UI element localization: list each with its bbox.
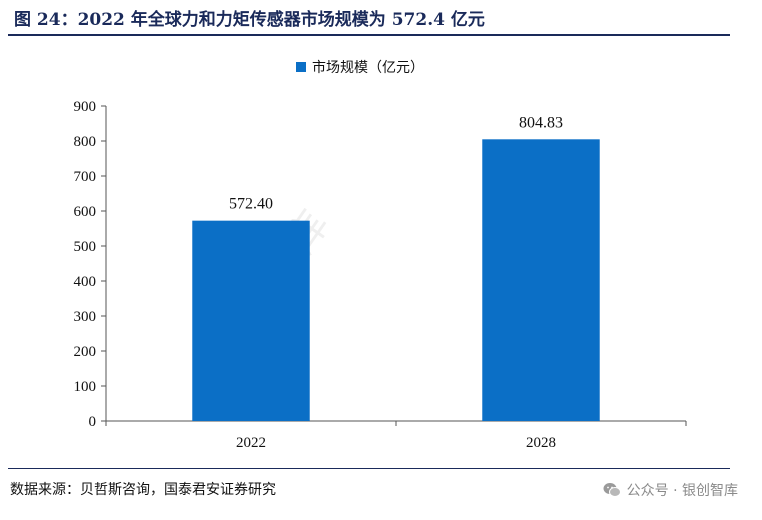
y-tick-label: 0 (89, 414, 97, 430)
top-rule (8, 34, 730, 36)
bottom-rule (8, 468, 730, 469)
y-tick-label: 200 (74, 344, 97, 360)
account-name: 公众号 · 银创智库 (626, 483, 738, 499)
y-tick-label: 600 (74, 204, 97, 220)
y-tick-label: 900 (74, 99, 97, 115)
legend: 市场规模（亿元） (296, 57, 424, 77)
y-tick-label: 800 (74, 134, 97, 150)
data-label-2028: 804.83 (519, 114, 563, 131)
y-tick-label: 100 (74, 379, 97, 395)
x-tick-label: 2028 (526, 435, 556, 451)
figure-title: 图 24：2022 年全球力和力矩传感器市场规模为 572.4 亿元 (14, 10, 485, 30)
legend-swatch (296, 62, 306, 72)
data-source: 数据来源：贝哲斯咨询，国泰君安证券研究 (10, 482, 276, 498)
wechat-account: 公众号 · 银创智库 (603, 480, 738, 500)
data-label-2022: 572.40 (229, 196, 273, 213)
x-tick-label: 2022 (236, 435, 266, 451)
bar-2022 (192, 220, 310, 421)
wechat-icon (603, 483, 621, 497)
bar-2028 (482, 139, 600, 421)
legend-label: 市场规模（亿元） (312, 60, 424, 76)
y-tick-label: 700 (74, 169, 97, 185)
y-tick-label: 400 (74, 274, 97, 290)
y-tick-label: 300 (74, 309, 97, 325)
y-tick-label: 500 (74, 239, 97, 255)
